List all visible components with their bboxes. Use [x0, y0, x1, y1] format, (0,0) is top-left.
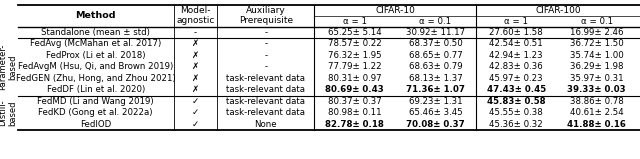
Text: -: - [264, 39, 268, 48]
Text: 45.55± 0.38: 45.55± 0.38 [489, 108, 543, 117]
Text: FedAvgM (Hsu, Qi, and Brown 2019): FedAvgM (Hsu, Qi, and Brown 2019) [18, 62, 173, 71]
Text: 38.86± 0.78: 38.86± 0.78 [570, 97, 623, 106]
Text: 47.43± 0.45: 47.43± 0.45 [486, 85, 546, 94]
Text: 80.69± 0.43: 80.69± 0.43 [325, 85, 384, 94]
Text: 36.72± 1.50: 36.72± 1.50 [570, 39, 623, 48]
Text: 45.83± 0.58: 45.83± 0.58 [487, 97, 545, 106]
Text: 39.33± 0.03: 39.33± 0.03 [568, 85, 626, 94]
Text: 42.54± 0.51: 42.54± 0.51 [489, 39, 543, 48]
Text: 40.61± 2.54: 40.61± 2.54 [570, 108, 623, 117]
Text: Distill-
based: Distill- based [0, 99, 18, 126]
Text: Model-
agnostic: Model- agnostic [176, 6, 214, 25]
Text: 35.74± 1.00: 35.74± 1.00 [570, 51, 623, 60]
Text: 80.37± 0.37: 80.37± 0.37 [328, 97, 381, 106]
Text: α = 0.1: α = 0.1 [580, 17, 613, 25]
Text: 77.79± 1.22: 77.79± 1.22 [328, 62, 381, 71]
Text: 65.25± 5.14: 65.25± 5.14 [328, 28, 381, 37]
Text: ✗: ✗ [192, 39, 199, 48]
Text: task-relevant data: task-relevant data [227, 97, 305, 106]
Text: 71.36± 1.07: 71.36± 1.07 [406, 85, 465, 94]
Text: ✓: ✓ [192, 120, 199, 129]
Text: ✗: ✗ [192, 85, 199, 94]
Text: task-relevant data: task-relevant data [227, 85, 305, 94]
Text: FedGEN (Zhu, Hong, and Zhou 2021): FedGEN (Zhu, Hong, and Zhou 2021) [16, 74, 175, 83]
Text: 82.78± 0.18: 82.78± 0.18 [325, 120, 384, 129]
Text: 80.31± 0.97: 80.31± 0.97 [328, 74, 381, 83]
Text: α = 0.1: α = 0.1 [419, 17, 451, 25]
Text: ✓: ✓ [192, 108, 199, 117]
Text: FedProx (Li et al. 2018): FedProx (Li et al. 2018) [46, 51, 145, 60]
Text: 16.99± 2.46: 16.99± 2.46 [570, 28, 623, 37]
Text: 42.94± 1.23: 42.94± 1.23 [489, 51, 543, 60]
Text: None: None [255, 120, 277, 129]
Text: FedDF (Lin et al. 2020): FedDF (Lin et al. 2020) [47, 85, 145, 94]
Text: 76.32± 1.95: 76.32± 1.95 [328, 51, 381, 60]
Text: 68.37± 0.50: 68.37± 0.50 [408, 39, 462, 48]
Text: task-relevant data: task-relevant data [227, 108, 305, 117]
Text: -: - [264, 62, 268, 71]
Text: ✗: ✗ [192, 62, 199, 71]
Text: 45.97± 0.23: 45.97± 0.23 [489, 74, 543, 83]
Text: FedKD (Gong et al. 2022a): FedKD (Gong et al. 2022a) [38, 108, 153, 117]
Text: 65.46± 3.45: 65.46± 3.45 [408, 108, 462, 117]
Text: ✓: ✓ [192, 97, 199, 106]
Text: Auxiliary
Prerequisite: Auxiliary Prerequisite [239, 6, 293, 25]
Text: α = 1: α = 1 [343, 17, 367, 25]
Text: 30.92± 11.17: 30.92± 11.17 [406, 28, 465, 37]
Text: Method: Method [76, 11, 116, 20]
Text: 78.57± 0.22: 78.57± 0.22 [328, 39, 381, 48]
Text: task-relevant data: task-relevant data [227, 74, 305, 83]
Text: 69.23± 1.31: 69.23± 1.31 [408, 97, 462, 106]
Text: CIFAR-100: CIFAR-100 [535, 6, 580, 15]
Text: 42.83± 0.36: 42.83± 0.36 [489, 62, 543, 71]
Text: ✗: ✗ [192, 51, 199, 60]
Text: ✗: ✗ [192, 74, 199, 83]
Text: 68.13± 1.37: 68.13± 1.37 [408, 74, 462, 83]
Text: 35.97± 0.31: 35.97± 0.31 [570, 74, 623, 83]
Text: 68.63± 0.79: 68.63± 0.79 [408, 62, 462, 71]
Text: 70.08± 0.37: 70.08± 0.37 [406, 120, 465, 129]
Text: -: - [264, 51, 268, 60]
Text: Parameter-
based: Parameter- based [0, 44, 18, 90]
Text: -: - [194, 28, 197, 37]
Text: 45.36± 0.32: 45.36± 0.32 [489, 120, 543, 129]
Text: 36.29± 1.98: 36.29± 1.98 [570, 62, 623, 71]
Text: -: - [264, 28, 268, 37]
Text: α = 1: α = 1 [504, 17, 528, 25]
Text: CIFAR-10: CIFAR-10 [375, 6, 415, 15]
Text: FedIOD: FedIOD [80, 120, 111, 129]
Text: 68.65± 0.77: 68.65± 0.77 [408, 51, 462, 60]
Text: 80.98± 0.11: 80.98± 0.11 [328, 108, 381, 117]
Text: 27.60± 1.58: 27.60± 1.58 [489, 28, 543, 37]
Text: FedAvg (McMahan et al. 2017): FedAvg (McMahan et al. 2017) [30, 39, 161, 48]
Text: FedMD (Li and Wang 2019): FedMD (Li and Wang 2019) [37, 97, 154, 106]
Text: Standalone (mean ± std): Standalone (mean ± std) [42, 28, 150, 37]
Text: 41.88± 0.16: 41.88± 0.16 [567, 120, 626, 129]
